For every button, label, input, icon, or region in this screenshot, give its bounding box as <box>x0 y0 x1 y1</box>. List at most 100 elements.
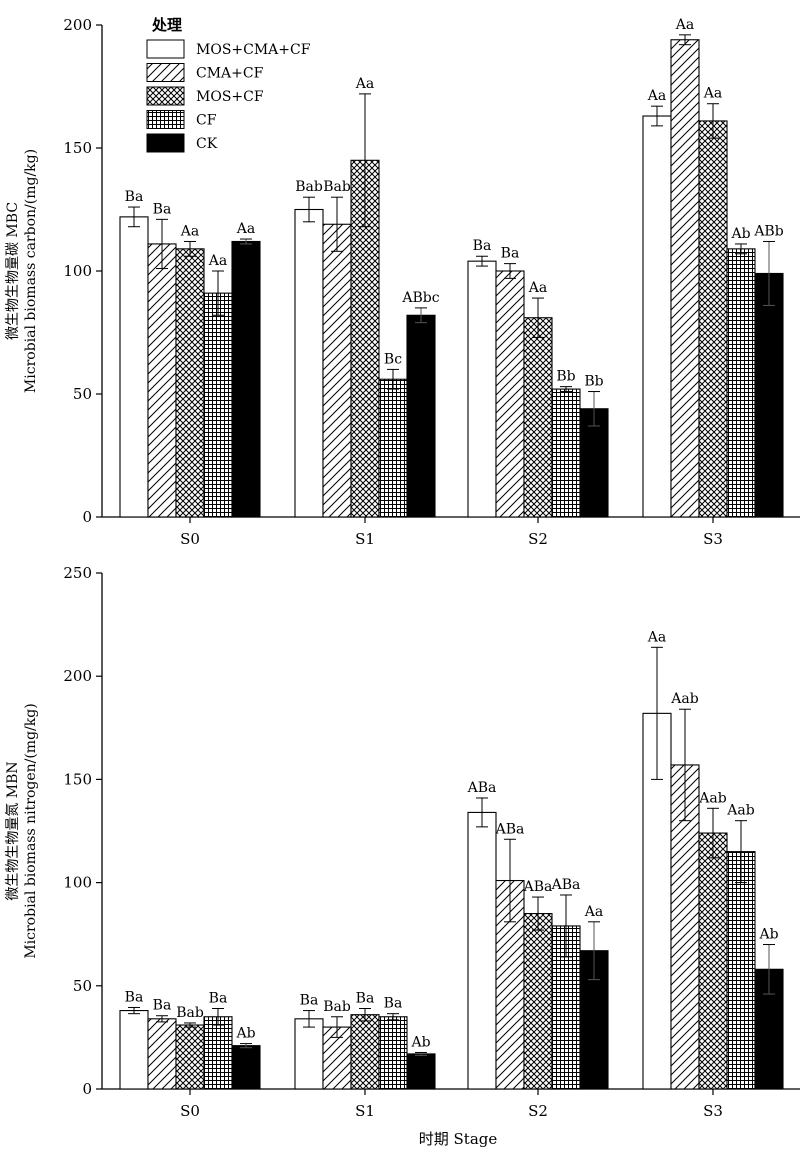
legend-swatch <box>146 86 185 106</box>
significance-label: Ba <box>356 991 375 1007</box>
bar <box>467 811 497 1090</box>
legend-title: 处理 <box>151 16 182 34</box>
significance-label: ABa <box>495 821 525 837</box>
x-tick-label: S2 <box>528 1102 548 1120</box>
significance-label: Aa <box>180 223 199 239</box>
bar <box>406 1053 436 1090</box>
x-tick-label: S1 <box>355 1102 375 1120</box>
significance-label: ABb <box>753 223 783 239</box>
significance-label: Bab <box>176 1005 204 1021</box>
y-axis-label: 微生物生物量氮 MBN <box>5 761 21 900</box>
legend: 处理 MOS+CMA+CF CMA+CF MOS+CF CF CK <box>146 16 311 153</box>
bar <box>231 1045 261 1090</box>
legend-swatch <box>146 110 185 129</box>
bar <box>406 314 436 518</box>
bar <box>119 216 149 518</box>
bar <box>203 1016 233 1090</box>
bar <box>523 317 553 518</box>
significance-label: Ba <box>153 998 172 1014</box>
y-tick-label: 150 <box>63 139 92 157</box>
bar <box>147 243 177 518</box>
bar <box>698 120 728 518</box>
x-axis-label: 时期 Stage <box>419 1130 498 1148</box>
significance-label: Ab <box>730 226 750 242</box>
significance-label: Ab <box>410 1034 430 1050</box>
x-tick-label: S1 <box>355 530 375 548</box>
x-tick-label: S0 <box>180 1102 200 1120</box>
y-tick-label: 0 <box>82 508 92 526</box>
significance-label: Bab <box>295 179 323 195</box>
bar <box>175 1024 205 1090</box>
y-tick-label: 50 <box>73 385 92 403</box>
y-axis-label: Microbial biomass carbon/(mg/kg) <box>23 149 39 393</box>
significance-label: ABa <box>523 879 553 895</box>
bar <box>119 1010 149 1090</box>
y-tick-label: 100 <box>63 262 92 280</box>
y-axis-label: 微生物生物量碳 MBC <box>5 202 21 340</box>
legend-entry: CK <box>196 136 218 152</box>
significance-label: ABbc <box>401 290 439 306</box>
x-tick-label: S3 <box>703 530 723 548</box>
bar <box>642 115 672 518</box>
significance-label: Aab <box>698 790 726 806</box>
bar <box>231 240 261 518</box>
significance-label: Aab <box>726 803 754 819</box>
significance-label: Ba <box>384 996 403 1012</box>
bar <box>378 1016 408 1090</box>
significance-label: Ab <box>235 1026 255 1042</box>
bar <box>322 223 352 518</box>
bar <box>294 208 324 518</box>
significance-label: Aa <box>675 17 694 33</box>
legend-swatch <box>146 63 185 82</box>
significance-label: ABa <box>467 780 497 796</box>
x-tick-label: S2 <box>528 530 548 548</box>
significance-label: ABa <box>551 877 581 893</box>
significance-label: Ba <box>125 989 144 1005</box>
x-tick-label: S3 <box>703 1102 723 1120</box>
significance-label: Aa <box>355 76 374 92</box>
significance-label: Ba <box>209 991 228 1007</box>
significance-label: Bc <box>384 351 402 367</box>
significance-label: Ba <box>473 238 492 254</box>
significance-label: Aa <box>208 253 227 269</box>
bar <box>551 388 581 518</box>
bar <box>754 272 784 518</box>
significance-label: Bab <box>323 179 351 195</box>
significance-label: Ba <box>300 993 319 1009</box>
bar <box>726 248 756 518</box>
bar <box>350 1014 380 1090</box>
bar <box>726 851 756 1090</box>
legend-entry: MOS+CMA+CF <box>196 42 311 58</box>
y-tick-label: 250 <box>63 564 92 582</box>
legend-entry: CF <box>196 113 217 129</box>
bar <box>203 292 233 518</box>
bar <box>378 378 408 518</box>
significance-label: Bb <box>584 374 603 390</box>
significance-label: Bb <box>556 369 575 385</box>
significance-label: Aa <box>703 86 722 102</box>
bar <box>495 270 525 518</box>
significance-label: Aa <box>236 221 255 237</box>
bar <box>467 260 497 518</box>
bar <box>175 248 205 518</box>
y-tick-label: 100 <box>63 874 92 892</box>
significance-label: Ab <box>758 927 778 943</box>
y-tick-label: 200 <box>63 667 92 685</box>
significance-label: Ba <box>501 246 520 262</box>
y-tick-label: 200 <box>63 16 92 34</box>
legend-entry: MOS+CF <box>196 89 264 105</box>
legend-swatch <box>146 133 185 153</box>
x-tick-label: S0 <box>180 530 200 548</box>
bar <box>147 1018 177 1090</box>
y-tick-label: 150 <box>63 770 92 788</box>
significance-label: Aa <box>647 629 666 645</box>
significance-label: Aab <box>670 691 698 707</box>
y-axis-label: Microbial biomass nitrogen/(mg/kg) <box>23 703 39 958</box>
bar <box>523 913 553 1090</box>
significance-label: Aa <box>647 88 666 104</box>
panel-1: 0 50 100 150 200 微生物生物量碳 MBC Microbial biomass… <box>5 16 800 548</box>
y-tick-label: 50 <box>73 977 92 995</box>
significance-label: Ba <box>125 189 144 205</box>
bar <box>698 832 728 1090</box>
